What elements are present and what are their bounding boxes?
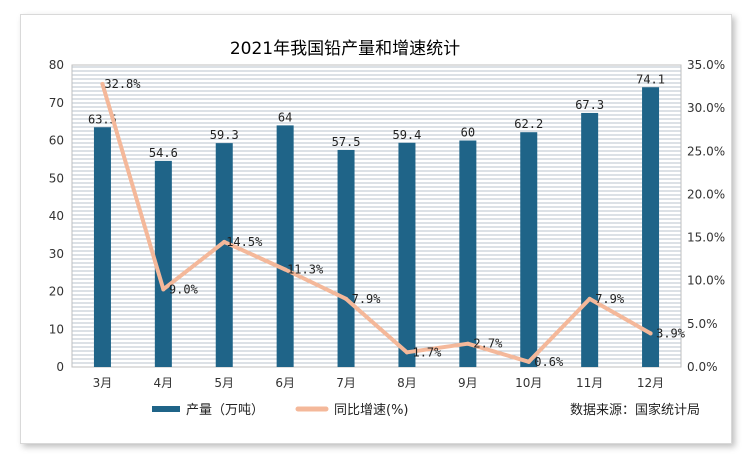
line-data-label: 14.5%: [226, 235, 263, 249]
legend-swatch-bar: [152, 406, 180, 412]
left-tick-label: 40: [49, 209, 64, 223]
line-data-label: 9.0%: [169, 282, 199, 296]
right-tick-label: 35.0%: [687, 58, 725, 72]
left-tick-label: 0: [56, 360, 64, 374]
line-data-label: 11.3%: [287, 262, 324, 276]
growth-line: [100, 81, 653, 364]
bar-data-label: 59.3: [210, 128, 239, 142]
bar: [93, 127, 111, 367]
bar: [215, 143, 233, 367]
line-point: [526, 359, 531, 364]
line-data-label: 3.9%: [656, 326, 686, 340]
chart-title: 2021年我国铅产量和增速统计: [230, 39, 460, 59]
right-tick-label: 10.0%: [687, 274, 725, 288]
bar: [459, 140, 477, 367]
left-tick-label: 20: [49, 285, 64, 299]
left-tick-label: 10: [49, 322, 64, 336]
right-tick-label: 15.0%: [687, 231, 725, 245]
right-tick-label: 0.0%: [687, 360, 718, 374]
bar: [520, 132, 538, 367]
line-data-label: 2.7%: [473, 337, 503, 351]
left-tick-label: 60: [49, 134, 64, 148]
right-tick-label: 5.0%: [687, 317, 718, 331]
left-tick-label: 50: [49, 171, 64, 185]
line-point: [465, 341, 470, 346]
line-point: [283, 267, 288, 272]
right-tick-label: 25.0%: [687, 144, 725, 158]
legend: 产量（万吨） 同比增速(%): [152, 403, 409, 418]
x-tick-label: 4月: [154, 376, 174, 390]
grid-lines: [72, 66, 681, 364]
line-data-label: 7.9%: [352, 292, 382, 306]
bar-data-label: 59.4: [392, 128, 421, 142]
bar-labels: 63.5 54.6 59.3 64 57.5 59.4 60 62.2 67.3 74.1: [88, 72, 665, 160]
line-point: [587, 296, 592, 301]
line-data-label: 7.9%: [595, 292, 625, 306]
bar: [154, 160, 172, 367]
legend-label-bar: 产量（万吨）: [186, 403, 264, 418]
line-labels: 32.8% 9.0% 14.5% 11.3% 7.9% 1.7% 2.7% 0.6% 7.9% 3…: [104, 77, 685, 369]
right-tick-label: 30.0%: [687, 101, 725, 115]
bar-data-label: 57.5: [332, 135, 361, 149]
bar: [581, 112, 599, 367]
bar: [276, 125, 294, 368]
legend-label-line: 同比增速(%): [334, 403, 409, 418]
x-tick-label: 6月: [275, 376, 295, 390]
left-tick-label: 70: [49, 96, 64, 110]
line-point: [222, 239, 227, 244]
bar-data-label: 60: [461, 126, 475, 140]
bar: [398, 142, 416, 367]
bar-data-label: 63.5: [88, 112, 117, 126]
left-tick-label: 80: [49, 58, 64, 72]
left-tick-label: 30: [49, 247, 64, 261]
bar-data-label: 74.1: [636, 72, 665, 86]
line-point: [100, 81, 105, 86]
line-data-label: 0.6%: [534, 355, 564, 369]
line-point: [344, 296, 349, 301]
right-tick-label: 20.0%: [687, 187, 725, 201]
bar-data-label: 67.3: [575, 98, 604, 112]
left-axis-ticks: 0 10 20 30 40 50 60 70 80: [49, 58, 64, 374]
line-data-label: 1.7%: [412, 345, 442, 359]
line-point: [404, 350, 409, 355]
bar-data-label: 54.6: [149, 146, 178, 160]
line-point: [648, 331, 653, 336]
bar-data-label: 64: [278, 110, 292, 124]
x-tick-label: 10月: [515, 376, 542, 390]
x-tick-label: 3月: [93, 376, 113, 390]
data-source: 数据来源：国家统计局: [570, 402, 700, 418]
line-point: [161, 287, 166, 292]
x-tick-label: 11月: [576, 376, 603, 390]
line-data-label: 32.8%: [104, 77, 141, 91]
x-axis-ticks: 3月 4月 5月 6月 7月 8月 9月 10月 11月 12月: [93, 376, 665, 390]
x-tick-label: 8月: [397, 376, 417, 390]
bar: [337, 149, 355, 367]
line-series: [100, 81, 653, 364]
x-tick-label: 12月: [637, 376, 664, 390]
x-tick-label: 5月: [214, 376, 234, 390]
bar-data-label: 62.2: [514, 117, 543, 131]
x-tick-label: 7月: [336, 376, 356, 390]
right-axis-ticks: 0.0% 5.0% 10.0% 15.0% 20.0% 25.0% 30.0% 35.0%: [687, 58, 725, 374]
bar: [642, 87, 660, 368]
x-tick-label: 9月: [458, 376, 478, 390]
